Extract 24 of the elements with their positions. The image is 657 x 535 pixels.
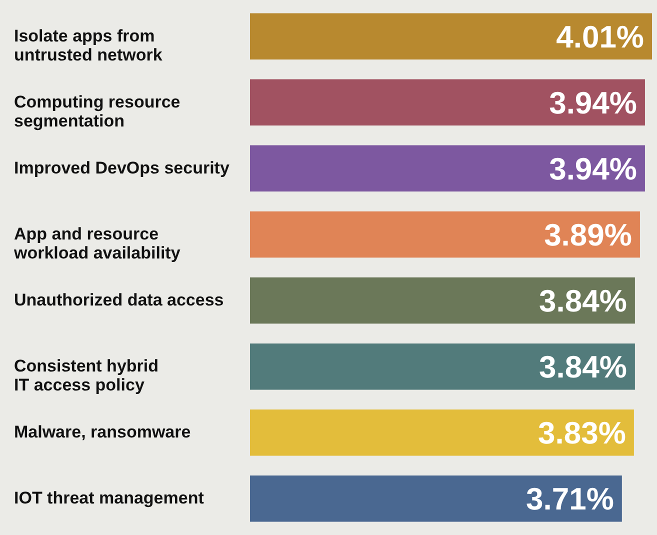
y-tick-label: Malware, ransomware bbox=[14, 422, 191, 442]
bar bbox=[250, 343, 635, 390]
y-tick-label: App and resource workload availability bbox=[13, 224, 181, 262]
data-label: 3.89% bbox=[544, 217, 632, 252]
y-tick-label: Unauthorized data access bbox=[14, 290, 224, 310]
bar bbox=[250, 211, 640, 258]
data-label: 3.83% bbox=[538, 416, 626, 451]
bar bbox=[250, 145, 645, 192]
bar bbox=[250, 410, 634, 456]
y-tick-label: Improved DevOps security bbox=[14, 158, 230, 178]
data-label: 3.94% bbox=[549, 151, 637, 186]
y-tick-label: Isolate apps from untrusted network bbox=[14, 26, 163, 64]
data-label: 3.84% bbox=[539, 350, 627, 385]
data-label: 3.84% bbox=[539, 284, 627, 319]
bar bbox=[250, 79, 645, 126]
y-tick-label: Consistent hybrid IT access policy bbox=[14, 356, 159, 395]
bar bbox=[250, 277, 635, 324]
bar bbox=[250, 13, 652, 60]
y-tick-label: Computing resource segmentation bbox=[14, 92, 180, 130]
y-tick-label: IOT threat management bbox=[14, 488, 204, 508]
bar bbox=[250, 476, 622, 522]
data-label: 3.94% bbox=[549, 85, 637, 120]
data-label: 3.71% bbox=[526, 482, 614, 517]
data-label: 4.01% bbox=[556, 19, 644, 54]
